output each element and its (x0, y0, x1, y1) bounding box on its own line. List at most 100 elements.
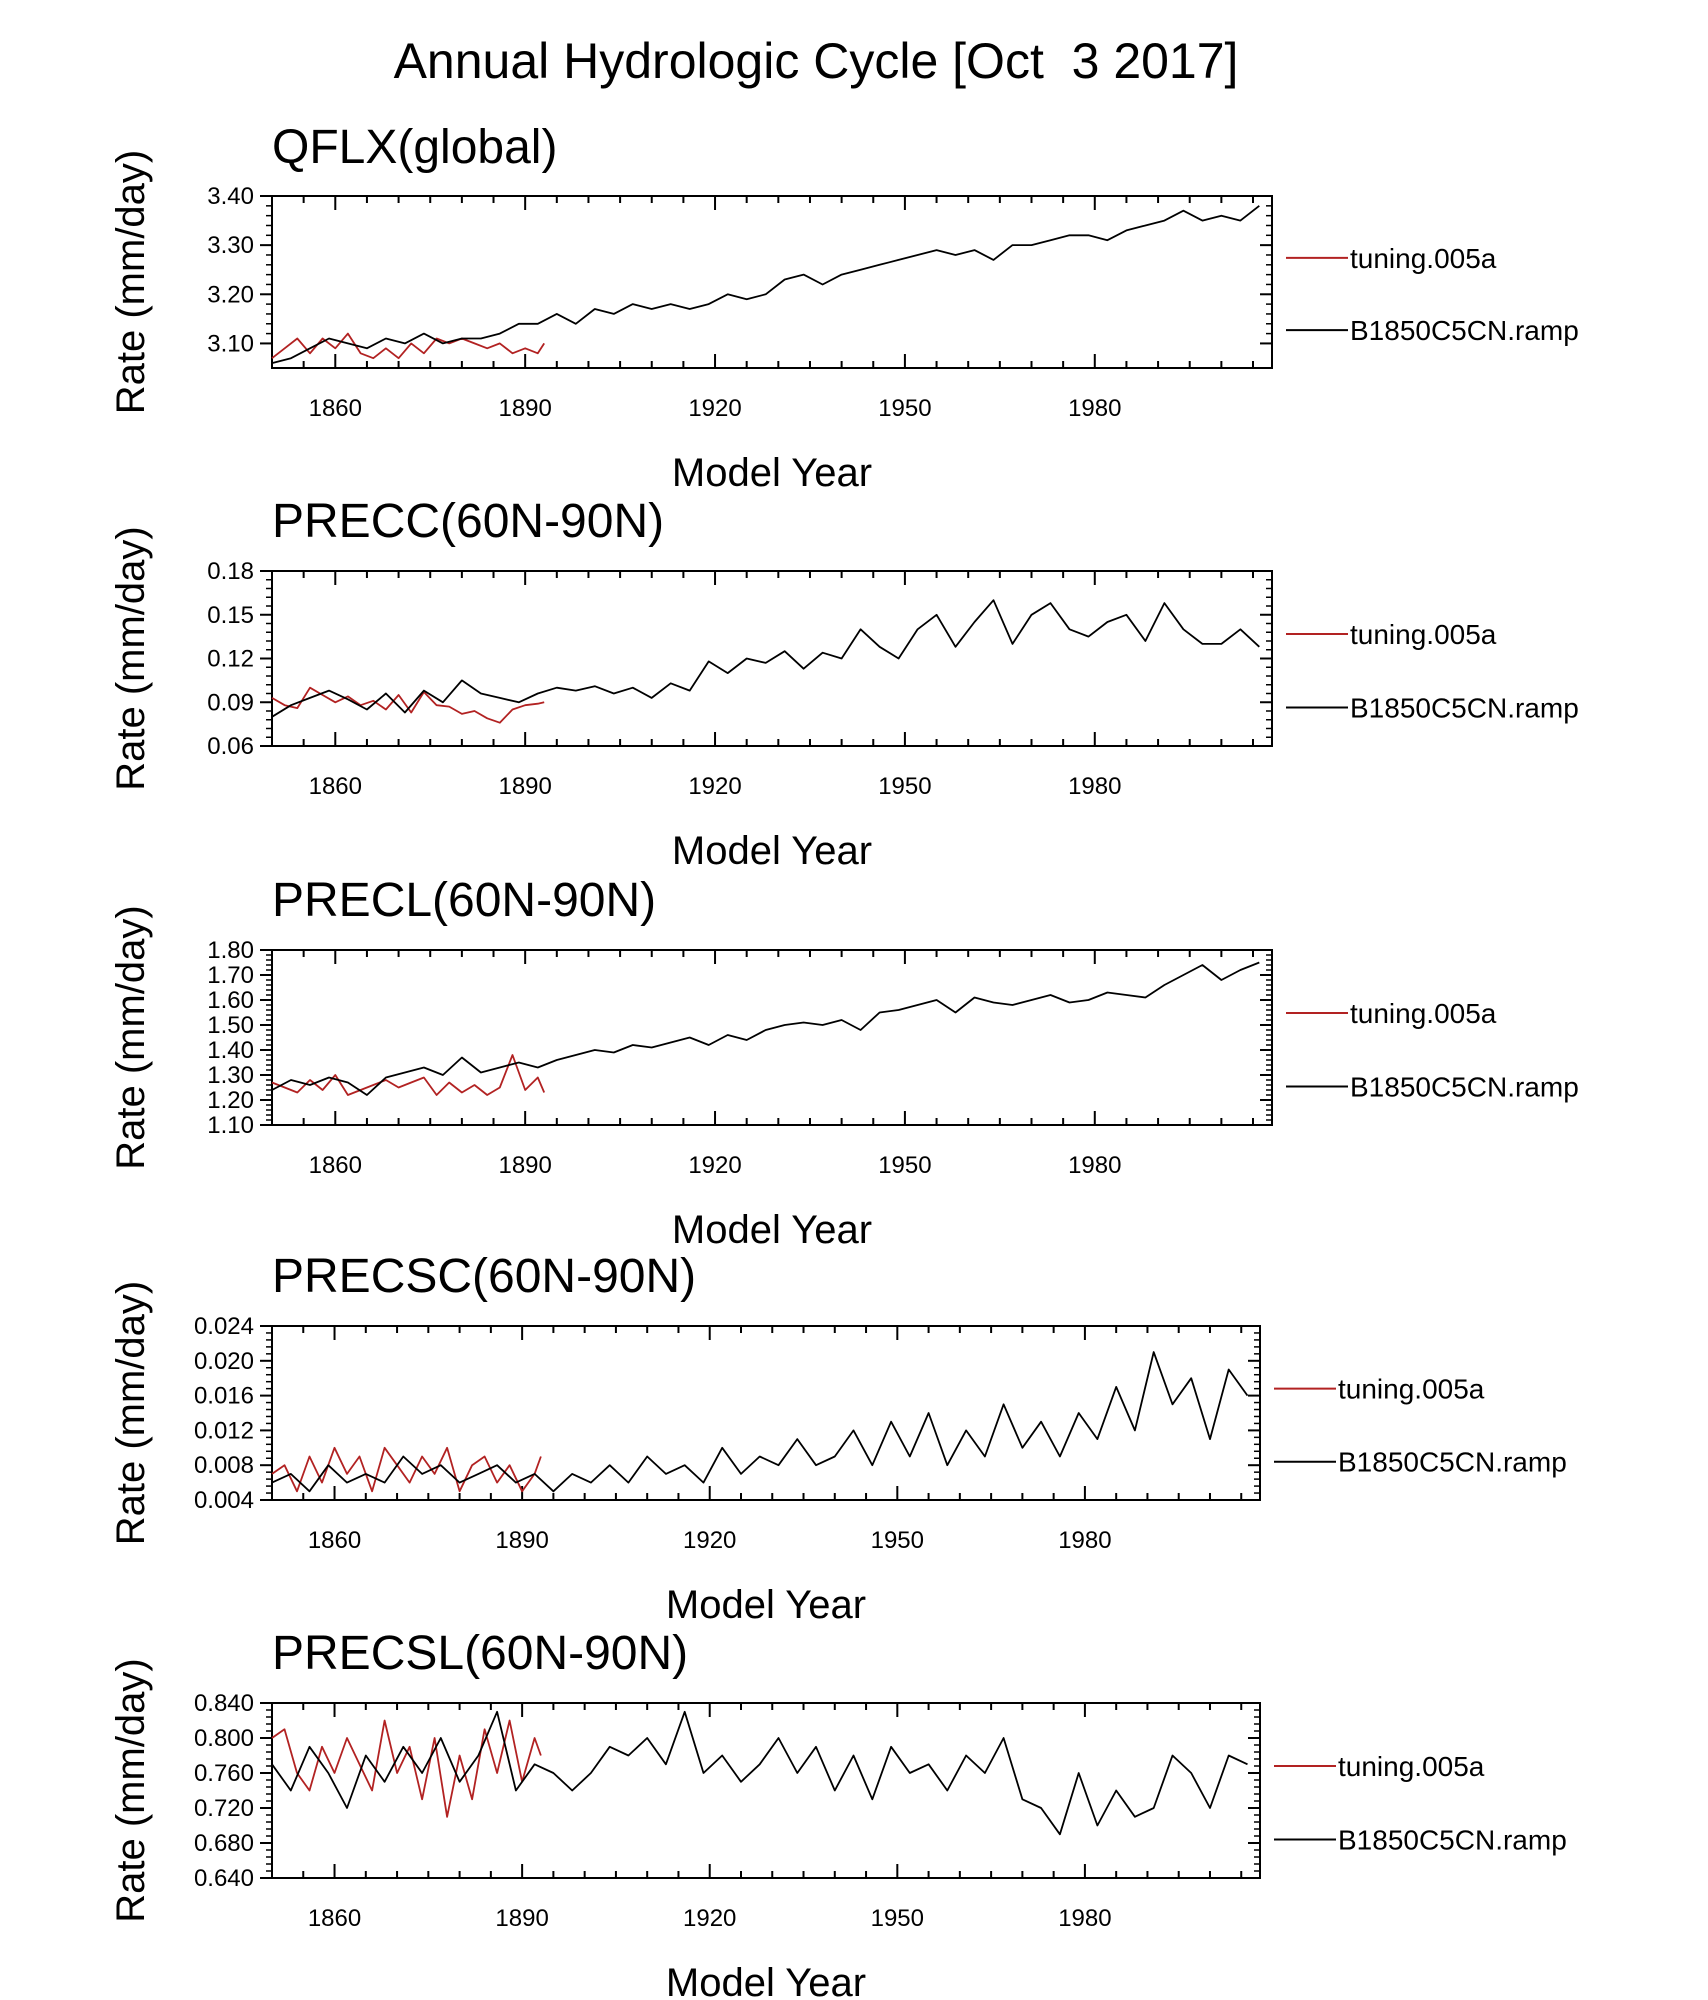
x-tick-label: 1920 (688, 1152, 741, 1179)
series-line-tuning (271, 686, 545, 724)
legend-label: B1850C5CN.ramp (1338, 1447, 1567, 1478)
legend-label: tuning.005a (1338, 1374, 1485, 1405)
y-tick-label: 0.760 (194, 1760, 254, 1787)
legend-label: B1850C5CN.ramp (1350, 315, 1579, 346)
y-tick-label: 0.840 (194, 1690, 254, 1717)
panel-title: PRECC(60N-90N) (272, 495, 664, 548)
y-tick-label: 1.70 (207, 962, 254, 989)
x-tick-label: 1950 (871, 1527, 924, 1554)
y-tick-label: 0.09 (207, 689, 254, 716)
series-line-ramp (271, 1710, 1248, 1836)
series-line-tuning (271, 1054, 546, 1096)
x-axis-label: Model Year (666, 1961, 866, 2000)
x-tick-label: 1860 (309, 773, 362, 800)
legend-label: B1850C5CN.ramp (1350, 1072, 1579, 1103)
x-tick-label: 1890 (495, 1527, 548, 1554)
y-tick-label: 0.012 (194, 1417, 254, 1444)
series-line-tuning (271, 1446, 542, 1493)
x-tick-label: 1950 (871, 1905, 924, 1932)
chart-panel-5: PRECSL(60N-90N) 1860 1890 1920 1950 1980 0.640… (109, 1627, 1567, 2000)
legend-label: tuning.005a (1350, 243, 1497, 274)
chart-panel-1: QFLX(global) 1860 1890 1920 1950 1980 3.10 3.20… (109, 121, 1579, 495)
y-tick-label: 1.10 (207, 1112, 254, 1139)
y-tick-label: 0.680 (194, 1830, 254, 1857)
y-tick-label: 3.30 (207, 232, 254, 259)
chart-panel-3: PRECL(60N-90N)1860 1890 1920 1950 19801.101.… (109, 874, 1579, 1252)
y-tick-label: 0.020 (194, 1348, 254, 1375)
x-tick-label: 1890 (498, 1152, 551, 1179)
y-axis-label: Rate (mm/day) (109, 1281, 153, 1546)
panel-title: PRECL(60N-90N) (272, 874, 656, 927)
plot-frame (271, 195, 1273, 369)
x-axis-label: Model Year (672, 829, 872, 873)
y-tick-label: 1.50 (207, 1012, 254, 1039)
y-tick-label: 0.008 (194, 1452, 254, 1479)
panel-title: PRECSC(60N-90N) (272, 1250, 696, 1303)
x-tick-label: 1950 (878, 1152, 931, 1179)
y-tick-label: 0.06 (207, 733, 254, 760)
y-tick-label: 3.20 (207, 281, 254, 308)
panel-title: QFLX(global) (272, 121, 557, 174)
y-tick-label: 1.60 (207, 987, 254, 1014)
y-tick-label: 1.80 (207, 937, 254, 964)
series-line-ramp (271, 599, 1260, 718)
plot-frame (271, 1325, 1261, 1501)
panel-title: PRECSL(60N-90N) (272, 1627, 688, 1680)
y-tick-label: 0.720 (194, 1795, 254, 1822)
chart-panel-2: PRECC(60N-90N) 1860 1890 1920 1950 1980 0.06 0.… (109, 495, 1579, 873)
plot-frame (271, 949, 1273, 1126)
legend-label: tuning.005a (1350, 619, 1497, 650)
x-tick-label: 1980 (1068, 773, 1121, 800)
plot-frame (271, 1702, 1261, 1879)
series-line-ramp (271, 961, 1260, 1096)
y-tick-label: 0.15 (207, 602, 254, 629)
x-tick-label: 1950 (878, 395, 931, 422)
y-tick-label: 1.40 (207, 1037, 254, 1064)
x-tick-label: 1860 (309, 1152, 362, 1179)
y-tick-label: 3.10 (207, 330, 254, 357)
legend-label: tuning.005a (1350, 998, 1497, 1029)
x-tick-label: 1950 (878, 773, 931, 800)
x-tick-label: 1920 (688, 395, 741, 422)
x-tick-label: 1980 (1068, 1152, 1121, 1179)
y-tick-label: 1.20 (207, 1087, 254, 1114)
series-line-tuning (271, 1719, 542, 1818)
y-axis-label: Rate (mm/day) (109, 1658, 153, 1923)
x-tick-label: 1980 (1058, 1527, 1111, 1554)
y-tick-label: 1.30 (207, 1062, 254, 1089)
x-tick-label: 1890 (495, 1905, 548, 1932)
figure-title: Annual Hydrologic Cycle [Oct 3 2017] (394, 33, 1239, 89)
y-tick-label: 3.40 (207, 183, 254, 210)
chart-panel-4: PRECSC(60N-90N) 1860 1890 1920 1950 1980 0.004… (109, 1250, 1567, 1627)
y-tick-label: 0.016 (194, 1383, 254, 1410)
x-tick-label: 1980 (1058, 1905, 1111, 1932)
y-axis-label: Rate (mm/day) (109, 905, 153, 1170)
x-tick-label: 1980 (1068, 395, 1121, 422)
y-axis-label: Rate (mm/day) (109, 150, 153, 415)
x-tick-label: 1920 (688, 773, 741, 800)
x-tick-label: 1920 (683, 1527, 736, 1554)
panels: QFLX(global) 1860 1890 1920 1950 1980 3.10 3.20… (109, 121, 1579, 2000)
x-tick-label: 1890 (498, 395, 551, 422)
series-line-ramp (271, 205, 1260, 364)
series-line-ramp (271, 1351, 1249, 1493)
y-tick-label: 0.800 (194, 1725, 254, 1752)
y-axis-label: Rate (mm/day) (109, 526, 153, 791)
x-tick-label: 1860 (308, 1905, 361, 1932)
y-tick-label: 0.640 (194, 1865, 254, 1892)
x-axis-label: Model Year (666, 1583, 866, 1627)
x-tick-label: 1860 (309, 395, 362, 422)
x-tick-label: 1890 (498, 773, 551, 800)
legend-label: tuning.005a (1338, 1751, 1485, 1782)
legend-label: B1850C5CN.ramp (1338, 1825, 1567, 1856)
y-tick-label: 0.024 (194, 1313, 254, 1340)
x-axis-label: Model Year (672, 1208, 872, 1252)
y-tick-label: 0.12 (207, 646, 254, 673)
y-tick-label: 0.004 (194, 1487, 254, 1514)
x-axis-label: Model Year (672, 451, 872, 495)
legend-label: B1850C5CN.ramp (1350, 693, 1579, 724)
y-tick-label: 0.18 (207, 558, 254, 585)
x-tick-label: 1920 (683, 1905, 736, 1932)
x-tick-label: 1860 (308, 1527, 361, 1554)
